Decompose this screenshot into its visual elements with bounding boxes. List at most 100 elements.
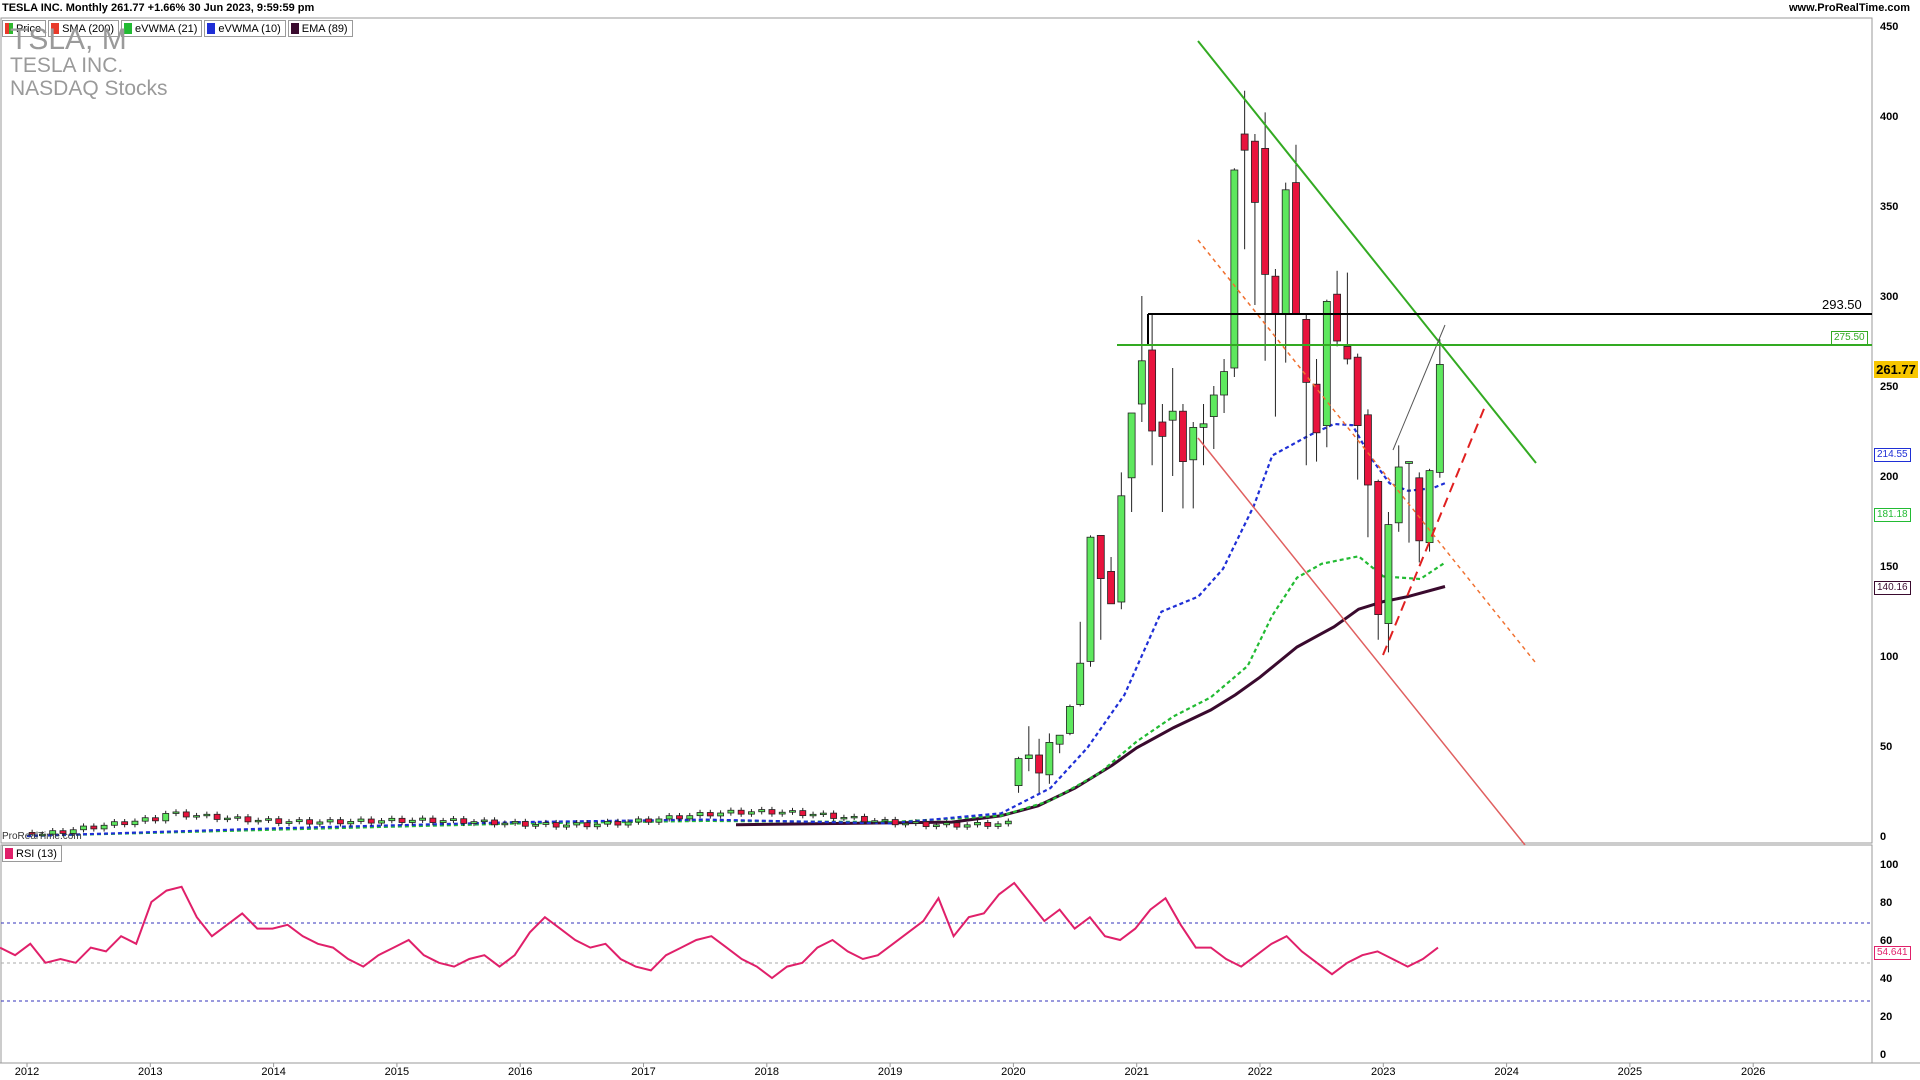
legend-evwma10[interactable]: eVWMA (10) [204,20,286,37]
candle-up [1394,466,1403,524]
candle-up [994,823,1002,827]
legend-swatch-icon [207,23,216,34]
candle-down [244,816,252,823]
candle-down [1148,349,1157,432]
candle-up [850,815,858,819]
candle-down [583,822,591,828]
instrument-header: TESLA INC. Monthly 261.77 +1.66% 30 Jun … [2,2,315,14]
candle-down [1312,383,1321,434]
candle-up [203,813,211,817]
candle-down [1271,275,1280,315]
candle-down [768,809,776,815]
y-tick-label: 200 [1880,471,1898,483]
candle-up [1168,410,1177,421]
evwma21-tag: 181.18 [1874,508,1911,522]
x-tick-label: 2015 [385,1066,409,1078]
candle-up [1199,423,1208,428]
candle-down [645,818,653,823]
y-tick-label: 50 [1880,741,1892,753]
ticker-symbol: TSLA, M [10,26,127,54]
candle-up [39,833,46,837]
candle-down [1179,410,1187,463]
x-tick-label: 2021 [1124,1066,1148,1078]
candle-up [450,818,457,821]
legend-swatch-icon [5,23,13,34]
candle-up [480,819,488,823]
candle-down [1261,147,1270,275]
evwma10-line [26,422,1446,838]
legend-price[interactable]: Price [2,20,47,37]
candle-down [182,811,190,818]
y-tick-label: 250 [1880,381,1898,393]
candle-up [809,813,817,817]
candle-up [696,812,704,817]
candle-up [974,822,981,826]
candle-down [28,832,36,835]
rsi-tick-label: 20 [1880,1011,1892,1023]
legend-swatch-icon [5,848,13,859]
x-axis: 2012 2013 2014 2015 2016 2017 2018 2019 2020 2021… [15,1063,1765,1078]
legend-swatch-icon [124,23,133,34]
candle-down [213,813,221,820]
candle-up [1004,820,1012,825]
candles [28,90,1444,837]
candle-down [152,817,159,822]
x-tick-label: 2019 [878,1066,902,1078]
candle-down [1035,754,1043,774]
candle-down [1302,318,1311,383]
x-tick-label: 2023 [1371,1066,1395,1078]
candle-down [1353,356,1362,427]
rsi-legend[interactable]: RSI (13) [2,845,62,862]
legend-label: Price [16,22,42,35]
candle-up [604,821,611,825]
candle-down [337,819,344,825]
legend-swatch-icon [290,23,299,34]
candle-down [398,817,406,823]
legend-ema89[interactable]: EMA (89) [287,20,353,37]
candle-up [1435,363,1444,473]
candle-up [131,820,139,826]
legend-swatch-icon [51,23,60,34]
candle-up [1014,758,1023,786]
candle-up [162,813,170,822]
candle-down [706,812,714,817]
candle-up [1117,495,1126,603]
candle-up [1086,536,1095,662]
candle-up [1425,470,1434,544]
candle-up [573,822,581,826]
candle-up [871,820,879,823]
candle-up [357,818,365,822]
candle-up [1384,524,1393,624]
candle-up [1281,189,1290,315]
indicator-legend: Price SMA (200) eVWMA (21) eVWMA (10) EM… [2,20,353,37]
candle-down [367,818,375,824]
candle-up [378,820,385,824]
candle-up [265,818,272,821]
candle-up [727,809,735,814]
y-tick-label: 450 [1880,21,1898,33]
candle-up [943,822,951,826]
legend-evwma21[interactable]: eVWMA (21) [121,20,203,37]
candle-up [1405,461,1413,464]
candle-down [737,809,745,815]
candle-up [932,824,940,828]
rsi-tick-label: 100 [1880,859,1898,871]
candle-down [953,822,961,828]
candle-up [254,819,262,823]
candle-up [326,819,334,823]
candle-down [121,821,129,826]
candle-down [1333,293,1341,342]
last-price-tag: 261.77 [1874,361,1918,378]
candle-down [1158,421,1167,437]
site-url[interactable]: www.ProRealTime.com [1788,2,1910,14]
x-tick-label: 2017 [631,1066,655,1078]
candle-down [275,818,283,824]
candle-up [1209,394,1218,418]
candle-up [758,809,766,813]
candle-down [830,812,838,819]
candle-up [419,817,427,821]
candle-up [963,824,971,828]
legend-sma200[interactable]: SMA (200) [48,20,120,37]
candle-down [1107,571,1115,605]
